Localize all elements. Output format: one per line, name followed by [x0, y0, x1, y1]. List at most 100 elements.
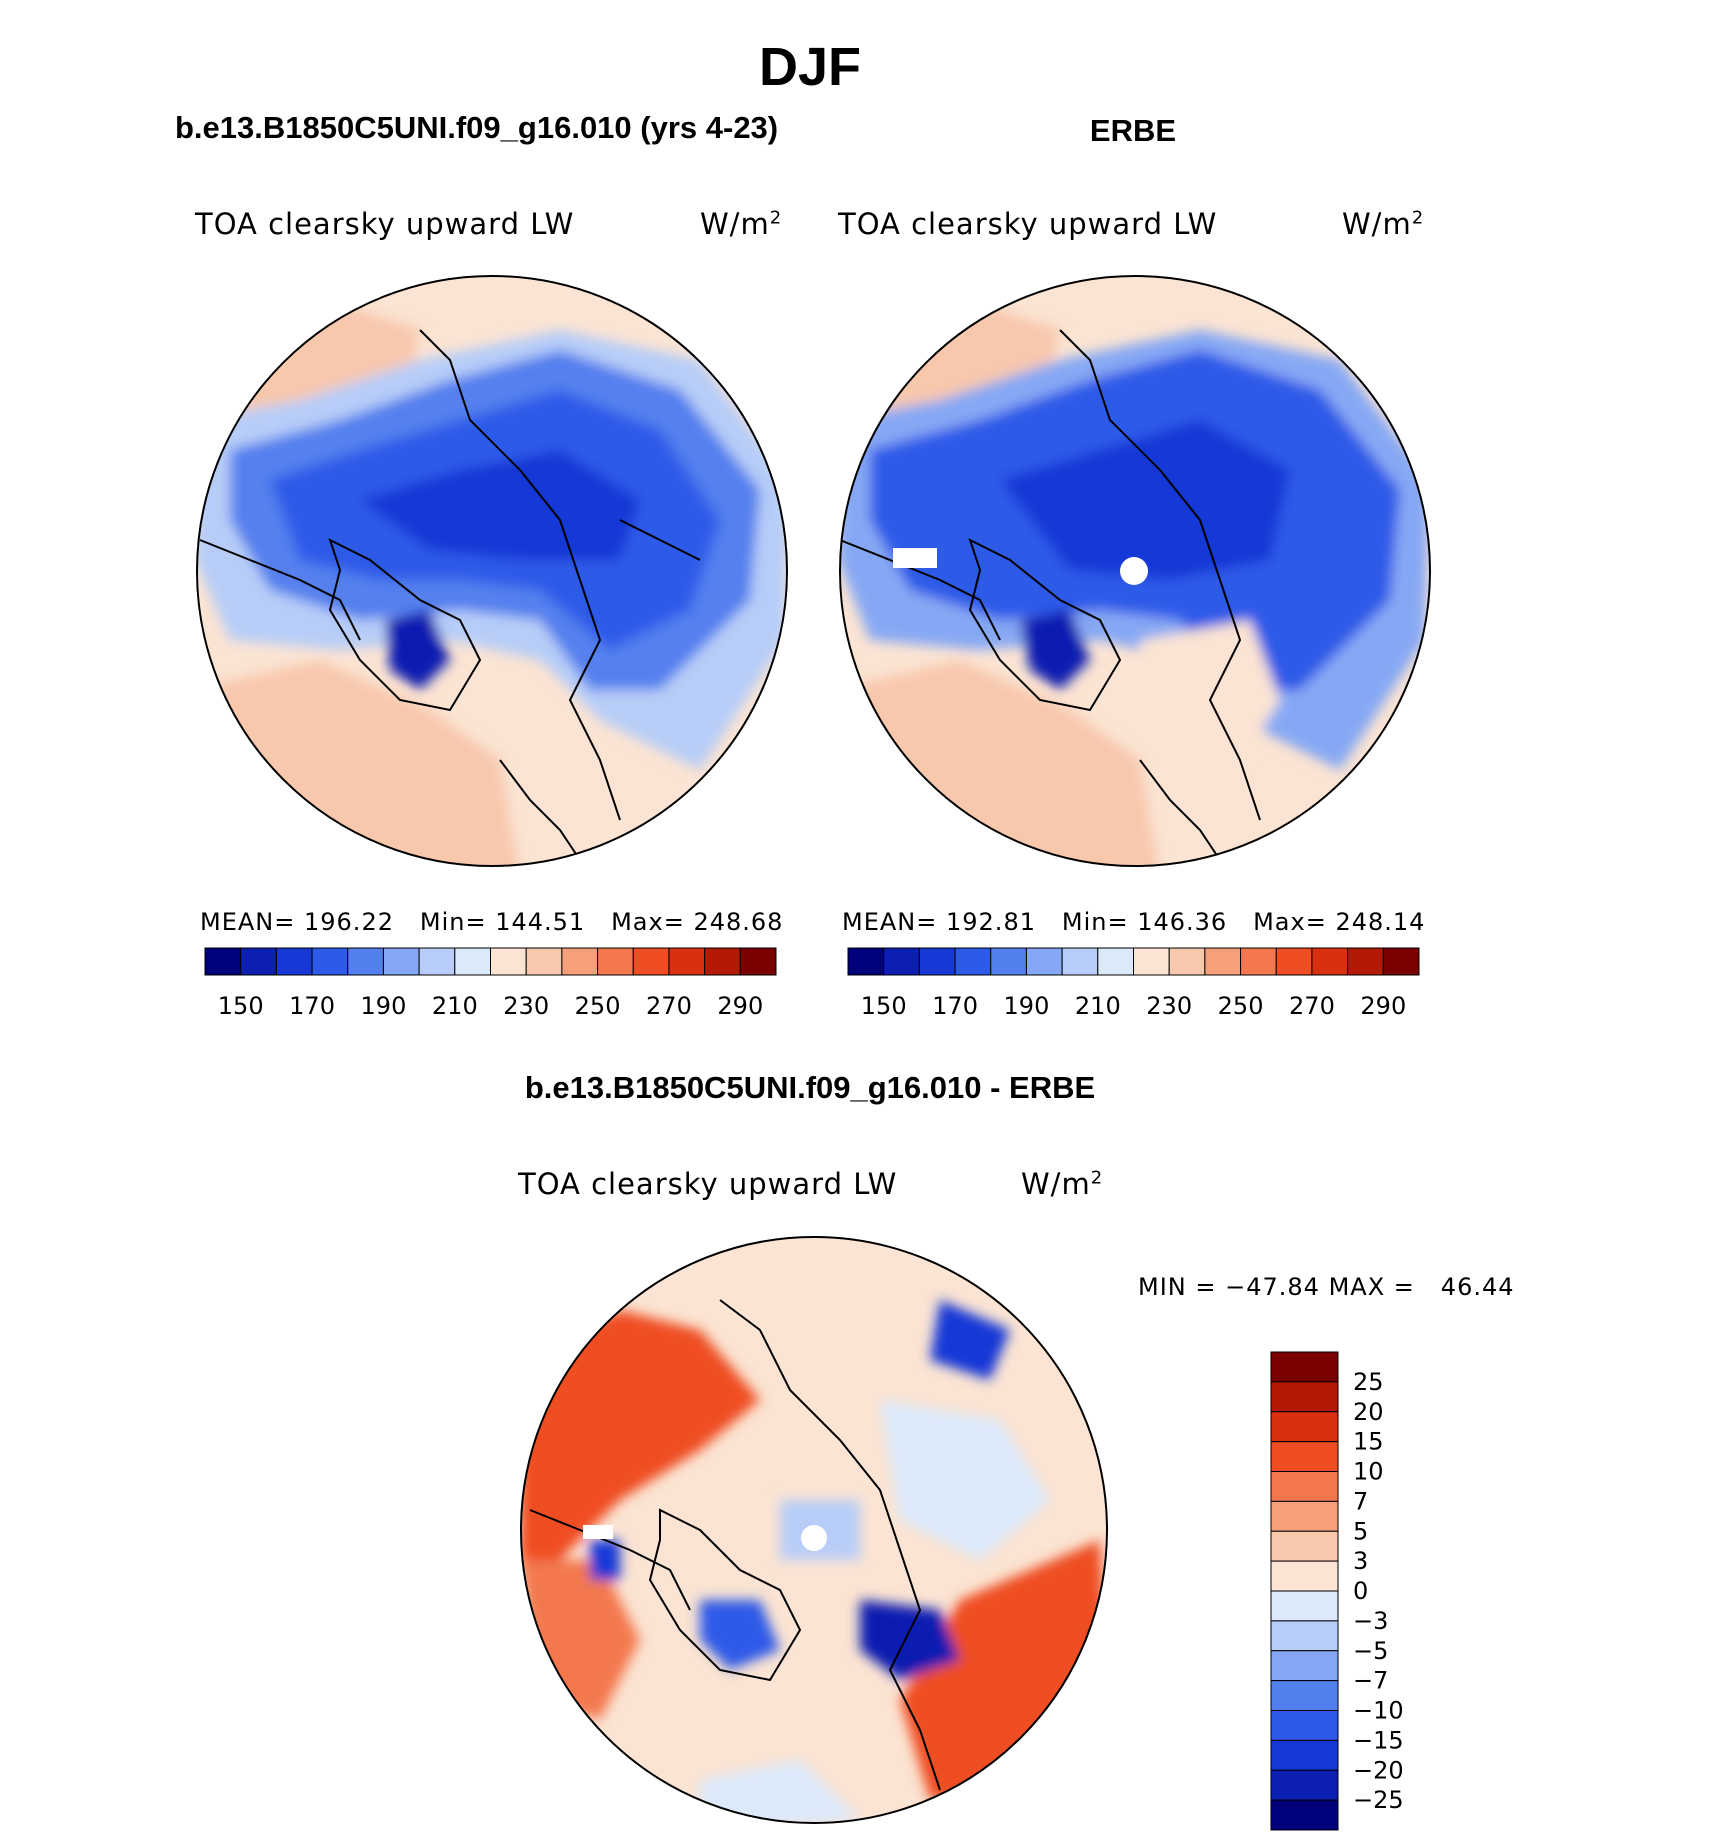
obs-colorbar-tick-label: 170 [932, 992, 978, 1020]
model-variable-label: TOA clearsky upward LW [195, 207, 575, 241]
model-polar-map [196, 275, 788, 867]
model-units-label: W/m2 [700, 207, 783, 241]
field-region-scand-cold [860, 1600, 960, 1680]
model-colorbar-swatch [311, 947, 349, 976]
model-colorbar-tick-label: 170 [289, 992, 335, 1020]
model-colorbar-swatch [490, 947, 527, 976]
diff-colorbar-tick-label: −7 [1353, 1667, 1388, 1695]
obs-colorbar-tick-label: 290 [1360, 992, 1406, 1020]
diff-colorbar-swatch [1270, 1739, 1339, 1771]
diff-colorbar-swatch [1270, 1650, 1339, 1682]
diff-colorbar-tick-label: −3 [1353, 1607, 1388, 1635]
field-region-deepblue [360, 450, 640, 560]
model-colorbar-tick-label: 290 [717, 992, 763, 1020]
diff-colorbar-tick-label: −25 [1353, 1786, 1404, 1814]
obs-colorbar-swatch [1382, 947, 1420, 976]
diff-colorbar-swatch [1270, 1351, 1339, 1383]
model-colorbar-swatch [525, 947, 563, 976]
obs-colorbar-swatch [1097, 947, 1134, 976]
field-region-ne-cold [930, 1300, 1010, 1380]
field-region-deepblue [1000, 420, 1290, 580]
model-colorbar-swatch [704, 947, 741, 976]
coastlines [199, 329, 701, 861]
obs-panel-header: ERBE [1089, 113, 1177, 148]
model-colorbar-swatch [561, 947, 599, 976]
obs-colorbar-swatch [847, 947, 885, 976]
diff-colorbar-tick-label: −20 [1353, 1756, 1404, 1784]
obs-colorbar-swatch [1347, 947, 1384, 976]
model-colorbar-swatch [632, 947, 670, 976]
obs-colorbar-swatch [1311, 947, 1349, 976]
model-stats: MEAN= 196.22 Min= 144.51 Max= 248.68 [200, 908, 784, 936]
obs-colorbar-swatch [1061, 947, 1099, 976]
obs-colorbar-tick-label: 190 [1004, 992, 1050, 1020]
map-border [839, 275, 1431, 867]
model-colorbar-swatch [204, 947, 242, 976]
pole-hole [801, 1525, 827, 1551]
diff-colorbar-tick-label: 20 [1353, 1398, 1384, 1426]
diff-colorbar-swatch [1270, 1560, 1339, 1592]
obs-stats: MEAN= 192.81 Min= 146.36 Max= 248.14 [842, 908, 1426, 936]
coastlines [529, 1299, 941, 1791]
diff-colorbar-swatch [1270, 1799, 1339, 1831]
field-region-greenland-cold [700, 1600, 780, 1670]
model-colorbar-swatch [347, 947, 384, 976]
obs-polar-map [839, 275, 1431, 867]
obs-colorbar-swatch [883, 947, 920, 976]
model-colorbar-swatch [597, 947, 634, 976]
obs-colorbar-swatch [1025, 947, 1063, 976]
diff-colorbar-swatch [1270, 1530, 1339, 1562]
obs-colorbar-swatch [918, 947, 956, 976]
obs-colorbar-swatch [1168, 947, 1206, 976]
diff-colorbar-swatch [1270, 1769, 1339, 1801]
model-colorbar-swatch [382, 947, 420, 976]
model-colorbar-tick-label: 270 [646, 992, 692, 1020]
diff-variable-label: TOA clearsky upward LW [518, 1167, 898, 1201]
missing-data-patch [583, 1525, 613, 1539]
diff-units-label: W/m2 [1021, 1167, 1104, 1201]
model-colorbar-tick-label: 230 [503, 992, 549, 1020]
diff-colorbar-tick-label: −15 [1353, 1726, 1404, 1754]
diff-colorbar-swatch [1270, 1441, 1339, 1472]
model-colorbar-tick-label: 250 [575, 992, 621, 1020]
diff-polar-map [520, 1236, 1108, 1824]
field-region-siberia-cool [880, 1400, 1050, 1560]
figure-title: DJF [758, 37, 862, 97]
coastlines [840, 329, 1261, 861]
obs-colorbar-swatch [1204, 947, 1242, 976]
diff-colorbar-swatch [1270, 1680, 1339, 1711]
obs-colorbar-swatch [954, 947, 992, 976]
diff-colorbar-swatch [1270, 1620, 1339, 1652]
missing-data-patch [893, 548, 937, 568]
diff-colorbar-swatch [1270, 1500, 1339, 1532]
diff-colorbar-tick-label: 0 [1353, 1577, 1368, 1605]
diff-colorbar-swatch [1270, 1381, 1339, 1413]
obs-colorbar-swatch [1133, 947, 1170, 976]
obs-units-label: W/m2 [1342, 207, 1425, 241]
field-region-greenland [1020, 610, 1090, 690]
diff-colorbar-tick-label: −5 [1353, 1637, 1388, 1665]
field-region-hudson-cold [590, 1540, 620, 1580]
obs-colorbar: 150 170 190 210 230 250 270 290 [847, 947, 1420, 1020]
model-colorbar-swatch [668, 947, 706, 976]
diff-panel-header: b.e13.B1850C5UNI.f09_g16.010 - ERBE [524, 1070, 1096, 1105]
model-colorbar: 150 170 190 210 230 250 270 290 [204, 947, 777, 1020]
diff-colorbar-swatch [1270, 1590, 1339, 1622]
model-colorbar-swatch [275, 947, 313, 976]
diff-colorbar-tick-label: 5 [1353, 1517, 1368, 1545]
diff-minmax: MIN = −47.84 MAX = 46.44 [1138, 1273, 1515, 1301]
obs-colorbar-tick-label: 270 [1289, 992, 1335, 1020]
diff-colorbar-tick-label: 3 [1353, 1547, 1368, 1575]
model-colorbar-swatch [739, 947, 777, 976]
model-colorbar-swatch [240, 947, 277, 976]
model-colorbar-tick-label: 210 [432, 992, 478, 1020]
obs-colorbar-swatch [990, 947, 1027, 976]
field-region-greenland [385, 610, 450, 690]
diff-colorbar-swatch [1270, 1471, 1339, 1502]
diff-colorbar-tick-label: −10 [1353, 1697, 1404, 1725]
diff-colorbar-swatch [1270, 1411, 1339, 1443]
model-panel-header: b.e13.B1850C5UNI.f09_g16.010 (yrs 4-23) [175, 110, 779, 145]
model-colorbar-swatch [454, 947, 491, 976]
map-border [196, 275, 788, 867]
